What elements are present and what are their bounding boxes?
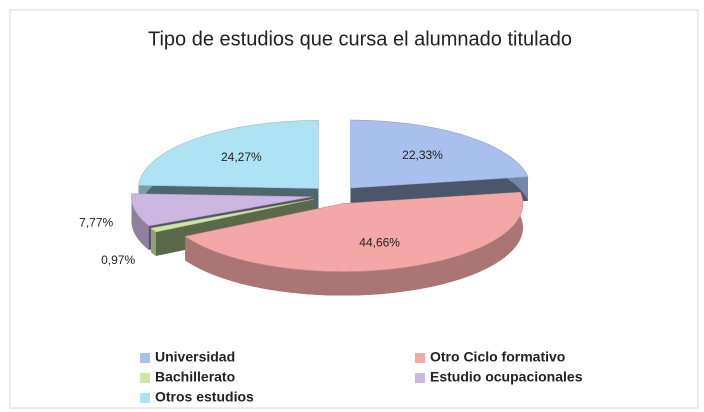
legend-label: Otro Ciclo formativo [430,349,565,365]
legend-label: Bachillerato [155,369,235,385]
legend-swatch [415,353,425,363]
slice-top [184,191,524,272]
legend-label: Estudio ocupacionales [430,369,583,385]
slice-top [350,119,529,189]
slice-top [131,193,312,227]
data-label: 24,27% [221,150,262,164]
slice-top [150,198,314,233]
legend-swatch [140,393,150,403]
slice [184,191,524,296]
legend-swatch [415,373,425,383]
data-label: 0,97% [101,253,135,267]
legend-label: Otros estudios [155,389,254,405]
data-label: 7,77% [79,216,113,230]
legend-swatch [140,353,150,363]
slice-wall [150,228,156,256]
data-label: 22,33% [402,148,443,162]
slice-wall [131,193,149,250]
legend-swatch [140,373,150,383]
slice-top [138,120,319,189]
chart-title: Tipo de estudios que cursa el alumnado t… [148,28,572,50]
legend-label: Universidad [155,349,235,365]
data-label: 44,66% [359,236,400,250]
slice-wall [185,192,523,296]
